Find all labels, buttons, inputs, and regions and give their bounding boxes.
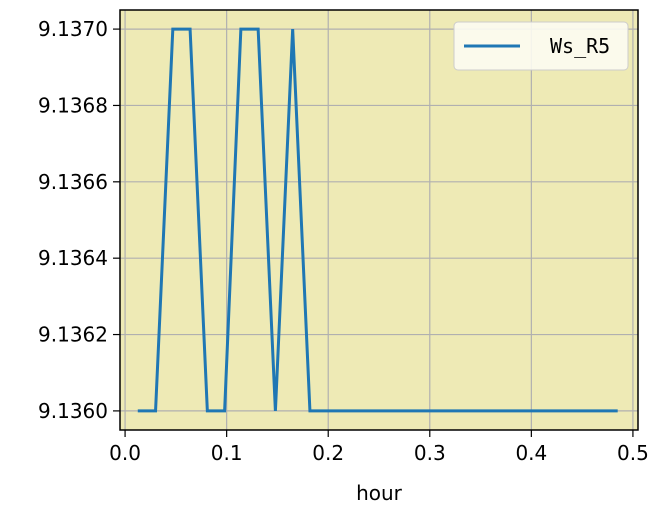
x-tick-label: 0.3 — [414, 441, 446, 465]
x-tick-label: 0.0 — [109, 441, 141, 465]
plot-frame — [119, 9, 639, 431]
x-axis: 0.0 0.1 0.2 0.3 0.4 0.5 — [109, 430, 649, 465]
x-tick-label: 0.5 — [617, 441, 649, 465]
grid-lines — [120, 10, 638, 430]
x-tick-label: 0.4 — [515, 441, 547, 465]
x-tick-label: 0.2 — [312, 441, 344, 465]
series-line — [137, 27, 618, 413]
series-layer — [137, 27, 618, 413]
y-axis: 9.1360 9.1362 9.1364 9.1366 9.1368 9.1370 — [38, 17, 120, 423]
legend-label: Ws_R5 — [550, 34, 610, 58]
y-tick-label: 9.1360 — [38, 399, 108, 423]
y-tick-label: 9.1370 — [38, 17, 108, 41]
legend-box — [453, 21, 629, 71]
legend: Ws_R5 — [453, 21, 629, 71]
y-tick-label: 9.1368 — [38, 93, 108, 117]
y-tick-label: 9.1364 — [38, 246, 108, 270]
x-axis-label: hour — [356, 481, 403, 505]
y-tick-label: 9.1362 — [38, 323, 108, 347]
y-tick-label: 9.1366 — [38, 170, 108, 194]
x-tick-label: 0.1 — [211, 441, 243, 465]
